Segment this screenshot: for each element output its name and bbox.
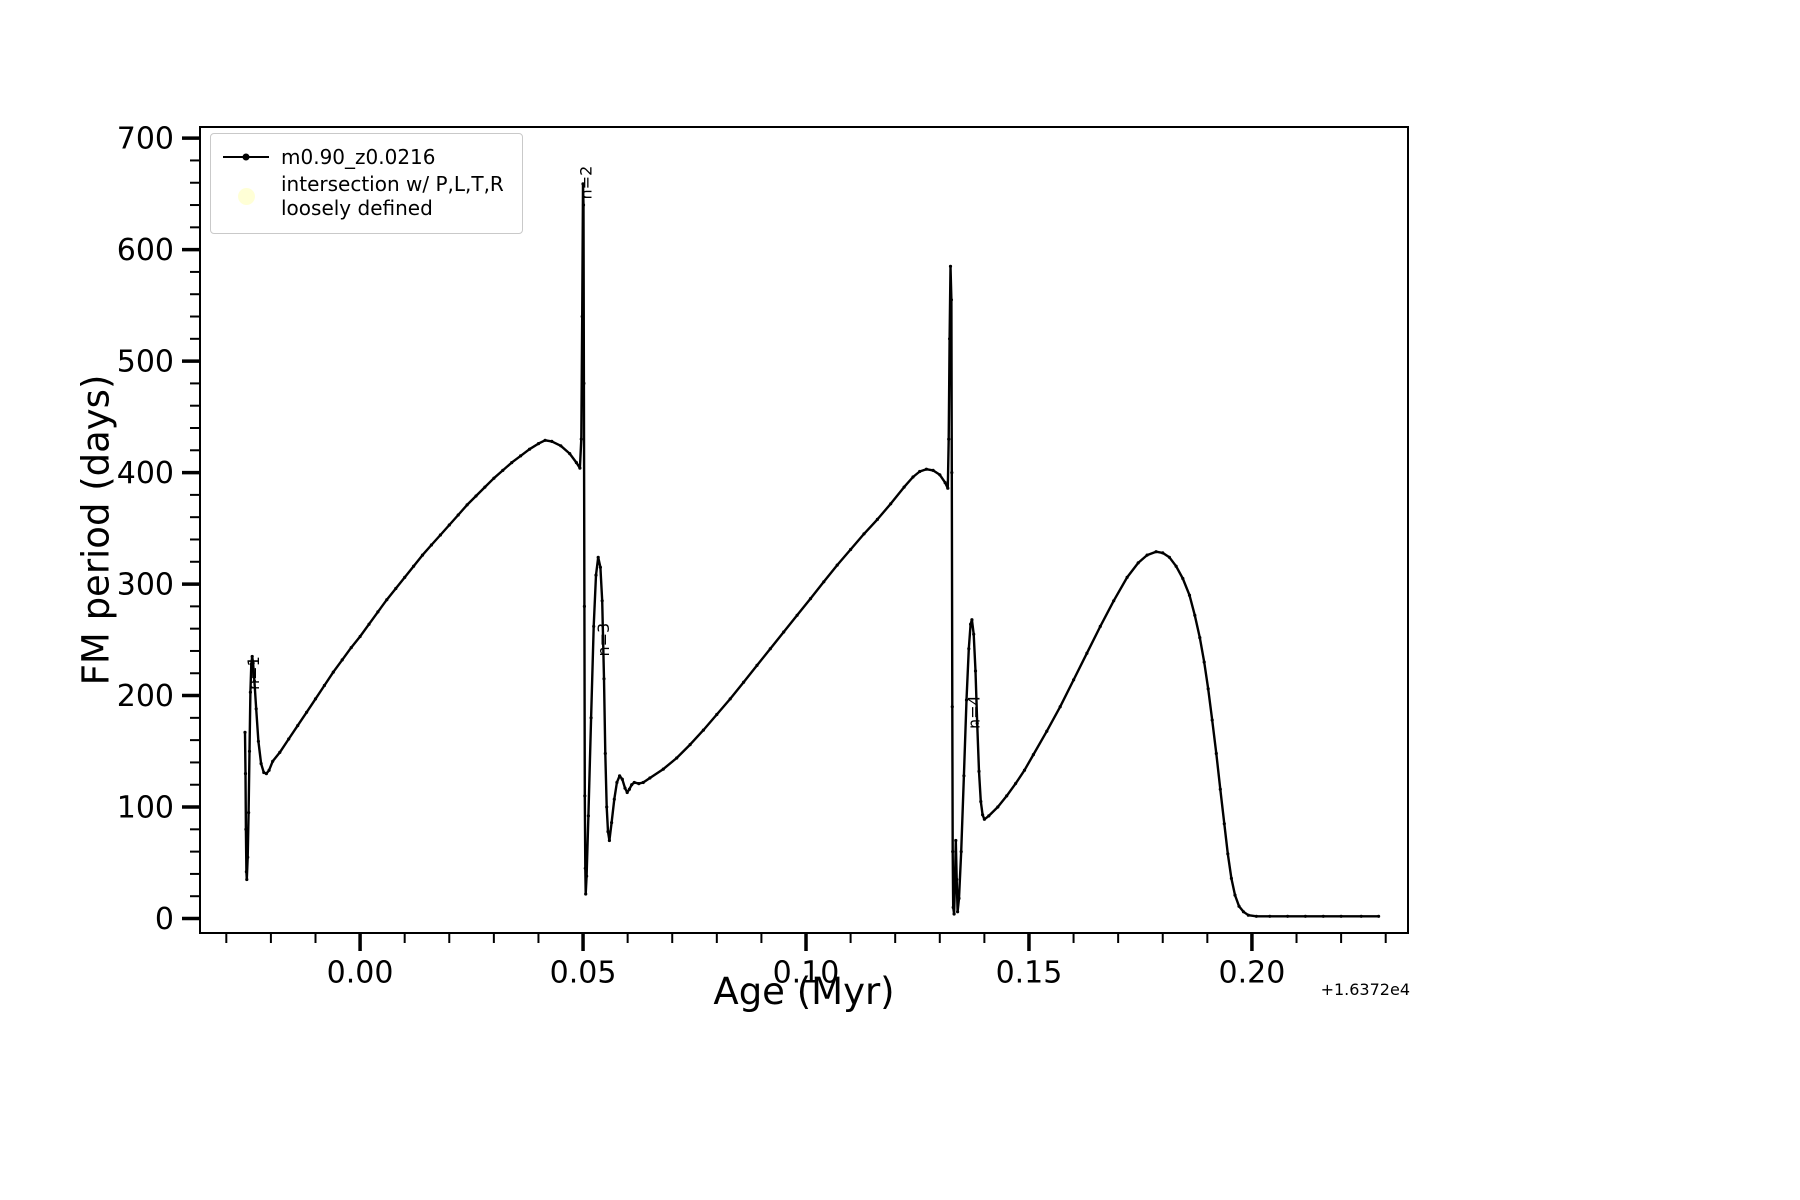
svg-text:0.10: 0.10: [773, 956, 840, 991]
y-axis-label: FM period (days): [74, 374, 118, 686]
axes-frame: [199, 126, 1409, 934]
svg-text:0: 0: [155, 902, 174, 937]
x-axis-offset-text: +1.6372e4: [1320, 980, 1410, 999]
axis-ticks: 0.00 0.05 0.10 0.15 0.20 0 100 200 300 400 500 600 7…: [117, 122, 1387, 991]
line-dot-icon: [223, 155, 269, 159]
svg-text:0.00: 0.00: [327, 956, 394, 991]
annotations: n=1 n=2 n=3 n=4: [244, 166, 984, 729]
svg-text:500: 500: [117, 345, 174, 380]
pale-dot-icon: [237, 187, 255, 205]
svg-text:200: 200: [117, 679, 174, 714]
svg-text:0.15: 0.15: [996, 956, 1063, 991]
line-marker-sample: [223, 146, 269, 168]
svg-text:0.20: 0.20: [1219, 956, 1286, 991]
svg-text:0.05: 0.05: [550, 956, 617, 991]
legend-entry-intersection: intersection w/ P,L,T,R loosely defined: [223, 172, 504, 220]
series-curve: [243, 182, 1381, 918]
legend: m0.90_z0.0216 intersection w/ P,L,T,R lo…: [210, 133, 523, 234]
annotation-n4: n=4: [965, 695, 984, 729]
svg-text:300: 300: [117, 568, 174, 603]
svg-text:100: 100: [117, 791, 174, 826]
intersection-marker-sample: [223, 185, 269, 207]
legend-entry-series: m0.90_z0.0216: [223, 145, 504, 169]
legend-intersection-line2: loosely defined: [281, 196, 433, 220]
x-axis-label: Age (Myr): [713, 970, 895, 1013]
annotation-n1: n=1: [244, 656, 263, 690]
svg-text:700: 700: [117, 122, 174, 157]
svg-text:400: 400: [117, 456, 174, 491]
legend-intersection-label: intersection w/ P,L,T,R loosely defined: [281, 172, 504, 220]
annotation-n2: n=2: [576, 166, 595, 200]
legend-series-label: m0.90_z0.0216: [281, 145, 436, 169]
svg-text:600: 600: [117, 233, 174, 268]
legend-intersection-line1: intersection w/ P,L,T,R: [281, 172, 504, 196]
annotation-n3: n=3: [594, 623, 613, 657]
